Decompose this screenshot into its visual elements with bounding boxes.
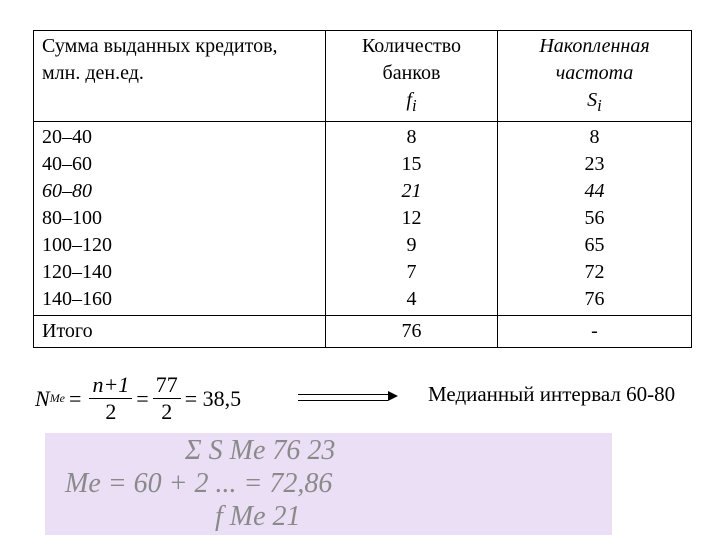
median-formula-image: Σ S Me 76 23 Me = 60 + 2 ... = 72,86 f M… [45, 433, 612, 535]
cell-cumulative: 56 [584, 207, 605, 229]
cell-intervals: 140–160 [42, 288, 112, 310]
total-count: 76 [325, 315, 498, 348]
formula-line-3: f Me 21 [215, 501, 301, 532]
cell-counts: 8 [406, 126, 417, 148]
cell-intervals: 60–80 [42, 180, 92, 202]
cell-counts: 7 [406, 261, 417, 283]
symbol-fi: fi [406, 89, 417, 115]
den2: 2 [161, 399, 173, 424]
cell-intervals: 80–100 [42, 207, 102, 229]
total-label: Итого [33, 315, 326, 348]
counts-column: 8 15 21 12 9 7 4 [325, 121, 498, 316]
lhs: N [35, 385, 50, 411]
cell-intervals: 40–60 [42, 153, 92, 175]
median-interval-text: Медианный интервал 60-80 [428, 382, 676, 406]
cell-cumulative: 72 [584, 261, 605, 283]
cell-intervals: 120–140 [42, 261, 112, 283]
cell-cumulative: 76 [584, 288, 605, 310]
cell-cumulative: 23 [584, 153, 605, 175]
formula-line-1: Σ S Me 76 23 [185, 435, 336, 466]
num2: 77 [152, 372, 181, 399]
cell-counts: 15 [401, 153, 422, 175]
cell-counts: 9 [406, 234, 417, 256]
cell-counts: 12 [401, 207, 422, 229]
formula-line-2: Me = 60 + 2 ... = 72,86 [65, 468, 333, 499]
arrow-icon [298, 391, 398, 401]
header-cumulative: Накопленная частота Si [497, 30, 692, 122]
cell-cumulative: 65 [584, 234, 605, 256]
fraction-2: 77 2 [152, 372, 181, 425]
symbol-si: Si [587, 89, 602, 115]
lhs-sub: Me [49, 391, 66, 405]
intervals-column: 20–40 40–60 60–80 80–100 100–120 120–140 140–1… [33, 121, 326, 316]
header-count: Количество банков fi [325, 30, 498, 122]
result: = 38,5 [184, 385, 242, 411]
cumulative-column: 8 23 44 56 65 72 76 [497, 121, 692, 316]
cell-intervals: 20–40 [42, 126, 92, 148]
cell-counts: 21 [401, 180, 422, 202]
cell-counts: 4 [406, 288, 417, 310]
cell-cumulative: 44 [584, 180, 605, 202]
frequency-table: Сумма выданных кредитов, млн. ден.ед. Ко… [33, 30, 692, 348]
median-position-formula: N Me = n+1 2 = 77 2 = 38,5 [35, 372, 242, 425]
header-sum: Сумма выданных кредитов, млн. ден.ед. [33, 30, 326, 122]
num1: n+1 [89, 372, 133, 399]
total-cumulative: - [497, 315, 692, 348]
cell-cumulative: 8 [589, 126, 600, 148]
fraction-1: n+1 2 [89, 372, 133, 425]
cell-intervals: 100–120 [42, 234, 112, 256]
den1: 2 [105, 399, 117, 424]
